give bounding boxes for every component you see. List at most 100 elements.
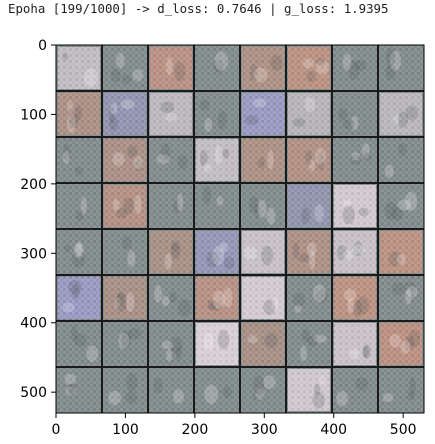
sample-tile [286,91,332,137]
tile-noise [286,183,332,229]
y-tick-label: 100 [20,107,47,123]
sample-tile [240,229,286,275]
tile-noise [194,91,240,137]
tile-noise [194,137,240,183]
x-tick-label: 0 [52,422,61,438]
sample-tile [332,275,378,321]
tile-noise [56,183,102,229]
sample-tile [240,321,286,367]
sample-tile [240,183,286,229]
tile-noise [332,137,378,183]
x-axis: 0 100 200 300 400 500 [52,413,417,438]
tile-noise [194,321,240,367]
tile-noise [194,229,240,275]
sample-tile [286,229,332,275]
sample-tile [194,137,240,183]
sample-tile [56,367,102,413]
sample-tile [102,275,148,321]
sample-tile [286,183,332,229]
sample-tile [56,229,102,275]
tile-noise [378,183,424,229]
sample-tile [194,275,240,321]
tile-noise [286,91,332,137]
sample-tile [378,137,424,183]
sample-tile [332,45,378,91]
tile-noise [56,229,102,275]
sample-tile [378,321,424,367]
sample-tile [332,183,378,229]
x-tick-label: 500 [390,422,417,438]
sample-tile [194,91,240,137]
sample-tile [378,183,424,229]
x-tick-label: 400 [320,422,347,438]
tile-noise [286,45,332,91]
sample-tile [148,183,194,229]
sample-tile [240,91,286,137]
sample-tile [102,45,148,91]
sample-tile [56,91,102,137]
tile-noise [102,91,148,137]
sample-tile [240,45,286,91]
tile-noise [332,321,378,367]
sample-tile [378,45,424,91]
sample-tile [102,321,148,367]
y-tick-label: 500 [20,385,47,401]
sample-tile [194,183,240,229]
tile-noise [102,229,148,275]
tile-noise [102,45,148,91]
sample-tile [102,91,148,137]
sample-tile [332,367,378,413]
tile-noise [56,137,102,183]
tile-noise [194,367,240,413]
tile-noise [240,367,286,413]
tile-noise [102,367,148,413]
sample-tile [240,275,286,321]
tile-noise [332,91,378,137]
x-tick-label: 200 [182,422,209,438]
tile-noise [286,229,332,275]
y-axis: 0 100 200 300 400 500 [20,38,56,401]
tile-noise [378,275,424,321]
sample-tile [194,367,240,413]
sample-tile [240,367,286,413]
tile-separators [56,45,424,413]
sample-tile [194,229,240,275]
tile-noise [148,183,194,229]
sample-tile [56,275,102,321]
sample-tile [378,275,424,321]
tile-noise [194,183,240,229]
sample-tile [102,137,148,183]
tile-noise [332,275,378,321]
tile-noise [286,275,332,321]
sample-tile [194,45,240,91]
tile-noise [286,137,332,183]
sample-tile [378,91,424,137]
y-tick-label: 300 [20,246,47,262]
tile-noise [148,275,194,321]
tile-noise [148,137,194,183]
x-tick-label: 100 [112,422,139,438]
sample-tile [378,229,424,275]
sample-tile [56,321,102,367]
tile-noise [102,183,148,229]
sample-tile [286,275,332,321]
x-tick-label: 300 [251,422,278,438]
tile-noise [148,45,194,91]
tile-noise [332,367,378,413]
y-tick-label: 200 [20,177,47,193]
sample-tile [378,367,424,413]
sample-tile [148,91,194,137]
tile-noise [194,45,240,91]
tile-noise [378,367,424,413]
tile-noise [378,229,424,275]
tile-noise [378,91,424,137]
sample-tile [286,137,332,183]
sample-tile [148,229,194,275]
tile-noise [240,91,286,137]
sample-tile [102,367,148,413]
sample-tile [332,321,378,367]
sample-tile [148,321,194,367]
sample-tile [286,45,332,91]
tile-noise [148,91,194,137]
